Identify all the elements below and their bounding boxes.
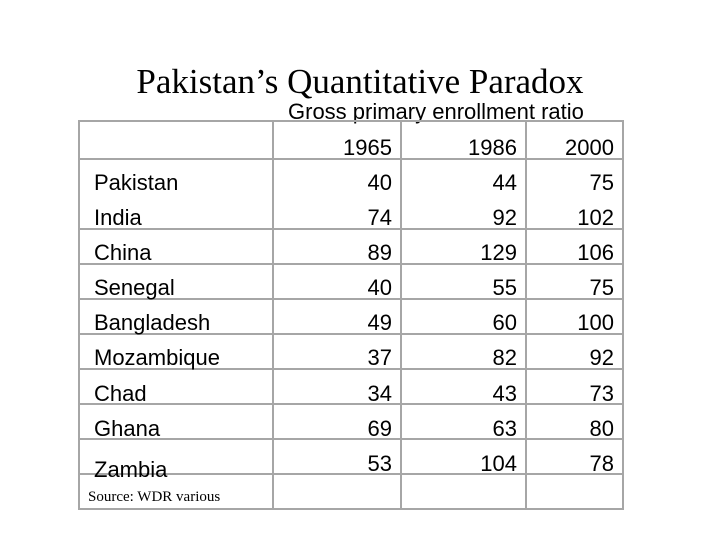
value-2000: 75 [589, 275, 614, 300]
value-1965: 49 [367, 310, 392, 335]
country-name: Chad [94, 381, 147, 406]
grid-line [78, 333, 624, 335]
grid-line [78, 158, 624, 160]
country-name: Zambia [94, 457, 168, 482]
grid-line [78, 403, 624, 405]
value-1986: 44 [492, 170, 517, 195]
grid-line [78, 473, 624, 475]
value-2000: 92 [589, 345, 614, 370]
value-2000: 102 [577, 205, 614, 230]
value-1965: 74 [367, 205, 392, 230]
country-name: Mozambique [94, 345, 220, 370]
grid-line [272, 120, 274, 510]
grid-line [622, 120, 624, 510]
value-1986: 82 [492, 345, 517, 370]
slide-title: Pakistan’s Quantitative Paradox [136, 62, 584, 101]
column-header-1986: 1986 [468, 135, 517, 160]
value-1986: 55 [492, 275, 517, 300]
value-1965: 53 [367, 451, 392, 476]
value-2000: 106 [577, 240, 614, 265]
column-header-2000: 2000 [565, 135, 614, 160]
table-grid [78, 120, 624, 510]
value-1986: 92 [492, 205, 517, 230]
value-1965: 34 [367, 381, 392, 406]
country-name: Pakistan [94, 170, 179, 195]
country-name: India [94, 205, 142, 230]
value-2000: 78 [589, 451, 614, 476]
country-name: China [94, 240, 152, 265]
value-1965: 40 [367, 170, 392, 195]
country-name: Ghana [94, 416, 161, 441]
grid-line [78, 228, 624, 230]
value-1986: 43 [492, 381, 517, 406]
value-1986: 60 [492, 310, 517, 335]
country-name: Senegal [94, 275, 175, 300]
value-1986: 129 [480, 240, 517, 265]
grid-line [78, 508, 624, 510]
value-1965: 69 [367, 416, 392, 441]
value-2000: 100 [577, 310, 614, 335]
grid-line [78, 368, 624, 370]
country-name: Bangladesh [94, 310, 211, 335]
value-1965: 37 [367, 345, 392, 370]
grid-line [78, 438, 624, 440]
grid-line [78, 263, 624, 265]
value-2000: 75 [589, 170, 614, 195]
grid-line [525, 120, 527, 510]
source-note: Source: WDR various [88, 489, 221, 505]
grid-line [400, 120, 402, 510]
grid-line [78, 298, 624, 300]
value-2000: 80 [589, 416, 614, 441]
value-1965: 89 [367, 240, 392, 265]
table-subtitle: Gross primary enrollment ratio [288, 99, 584, 124]
value-1986: 63 [492, 416, 517, 441]
value-1986: 104 [480, 451, 517, 476]
value-2000: 73 [589, 381, 614, 406]
grid-line [78, 120, 624, 122]
column-header-1965: 1965 [343, 135, 392, 160]
value-1965: 40 [367, 275, 392, 300]
grid-line [78, 120, 80, 510]
